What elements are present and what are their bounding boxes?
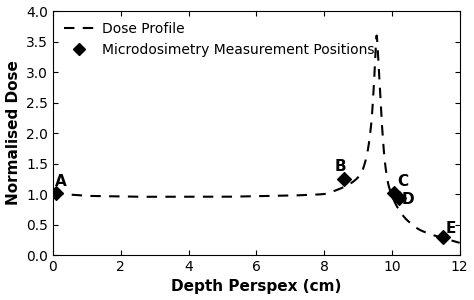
Text: D: D: [402, 192, 415, 207]
Text: C: C: [397, 173, 408, 188]
Point: [439, 235, 447, 240]
Text: E: E: [446, 220, 456, 236]
Text: B: B: [335, 159, 346, 174]
Point: [341, 177, 348, 182]
Legend: Dose Profile, Microdosimetry Measurement Positions: Dose Profile, Microdosimetry Measurement…: [60, 18, 378, 61]
X-axis label: Depth Perspex (cm): Depth Perspex (cm): [171, 279, 341, 294]
Point: [53, 191, 60, 196]
Text: A: A: [55, 174, 66, 189]
Point: [390, 190, 397, 195]
Point: [395, 196, 402, 201]
Y-axis label: Normalised Dose: Normalised Dose: [6, 61, 20, 206]
